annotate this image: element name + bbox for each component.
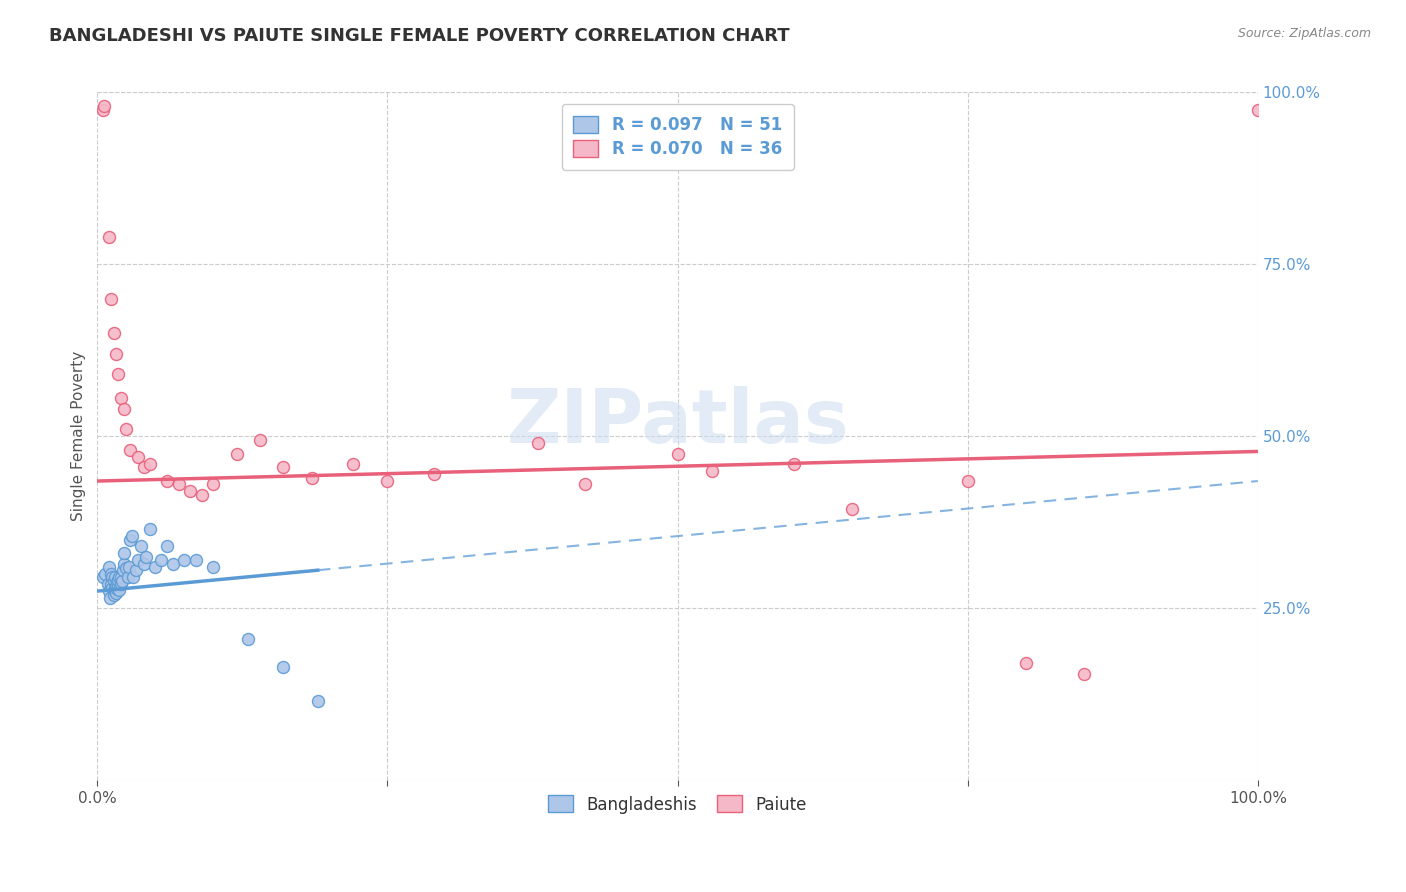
Point [179, 484, 201, 499]
Point [156, 540, 179, 554]
Point [1247, 103, 1270, 117]
Point [202, 477, 225, 491]
Point [104, 347, 127, 361]
Point [94, 566, 117, 581]
Point [104, 581, 127, 595]
Point [97, 560, 120, 574]
Point [238, 632, 260, 647]
Point [97, 230, 120, 244]
Point [91, 570, 114, 584]
Point [108, 570, 131, 584]
Point [97, 584, 120, 599]
Point [104, 586, 127, 600]
Point [121, 529, 143, 543]
Point [135, 549, 157, 564]
Point [115, 561, 138, 575]
Point [104, 584, 127, 599]
Text: BANGLADESHI VS PAIUTE SINGLE FEMALE POVERTY CORRELATION CHART: BANGLADESHI VS PAIUTE SINGLE FEMALE POVE… [49, 27, 790, 45]
Point [93, 99, 115, 113]
Point [145, 560, 167, 574]
Point [108, 583, 131, 598]
Text: ZIPatlas: ZIPatlas [506, 386, 849, 459]
Point [105, 582, 128, 596]
Point [110, 577, 132, 591]
Point [91, 103, 114, 117]
Point [173, 553, 195, 567]
Point [117, 570, 139, 584]
Point [377, 474, 399, 488]
Point [156, 474, 179, 488]
Point [100, 566, 122, 581]
Point [1015, 657, 1038, 671]
Point [101, 581, 124, 595]
Point [124, 564, 146, 578]
Point [131, 540, 153, 554]
Point [1073, 666, 1095, 681]
Point [115, 422, 138, 436]
Point [97, 577, 120, 591]
Point [101, 570, 124, 584]
Point [112, 546, 135, 560]
Point [249, 433, 271, 447]
Point [105, 575, 128, 590]
Point [162, 557, 184, 571]
Text: Source: ZipAtlas.com: Source: ZipAtlas.com [1237, 27, 1371, 40]
Point [118, 533, 141, 547]
Point [666, 446, 689, 460]
Point [423, 467, 446, 482]
Point [225, 446, 247, 460]
Point [107, 579, 129, 593]
Point [111, 564, 134, 578]
Point [107, 573, 129, 587]
Point [956, 474, 979, 488]
Point [132, 557, 155, 571]
Point [122, 570, 145, 584]
Legend: Bangladeshis, Paiute: Bangladeshis, Paiute [538, 785, 817, 823]
Point [104, 579, 127, 593]
Point [184, 553, 207, 567]
Point [107, 368, 129, 382]
Point [574, 477, 596, 491]
Point [702, 464, 724, 478]
Point [103, 588, 125, 602]
Point [110, 570, 132, 584]
Point [167, 477, 190, 491]
Point [118, 560, 141, 574]
Point [271, 660, 294, 674]
Point [98, 591, 121, 605]
Point [342, 457, 364, 471]
Y-axis label: Single Female Poverty: Single Female Poverty [72, 351, 86, 522]
Point [150, 553, 173, 567]
Point [112, 557, 135, 571]
Point [527, 436, 550, 450]
Point [112, 401, 135, 416]
Point [103, 574, 125, 588]
Point [301, 470, 323, 484]
Point [782, 457, 804, 471]
Point [271, 460, 294, 475]
Point [100, 577, 122, 591]
Point [103, 326, 125, 340]
Point [100, 292, 122, 306]
Point [127, 553, 149, 567]
Point [191, 488, 214, 502]
Point [127, 450, 149, 464]
Point [138, 457, 160, 471]
Point [111, 574, 134, 588]
Point [138, 522, 160, 536]
Point [202, 560, 225, 574]
Point [841, 501, 863, 516]
Point [132, 460, 155, 475]
Point [110, 392, 132, 406]
Point [104, 570, 127, 584]
Point [307, 694, 329, 708]
Point [118, 443, 141, 458]
